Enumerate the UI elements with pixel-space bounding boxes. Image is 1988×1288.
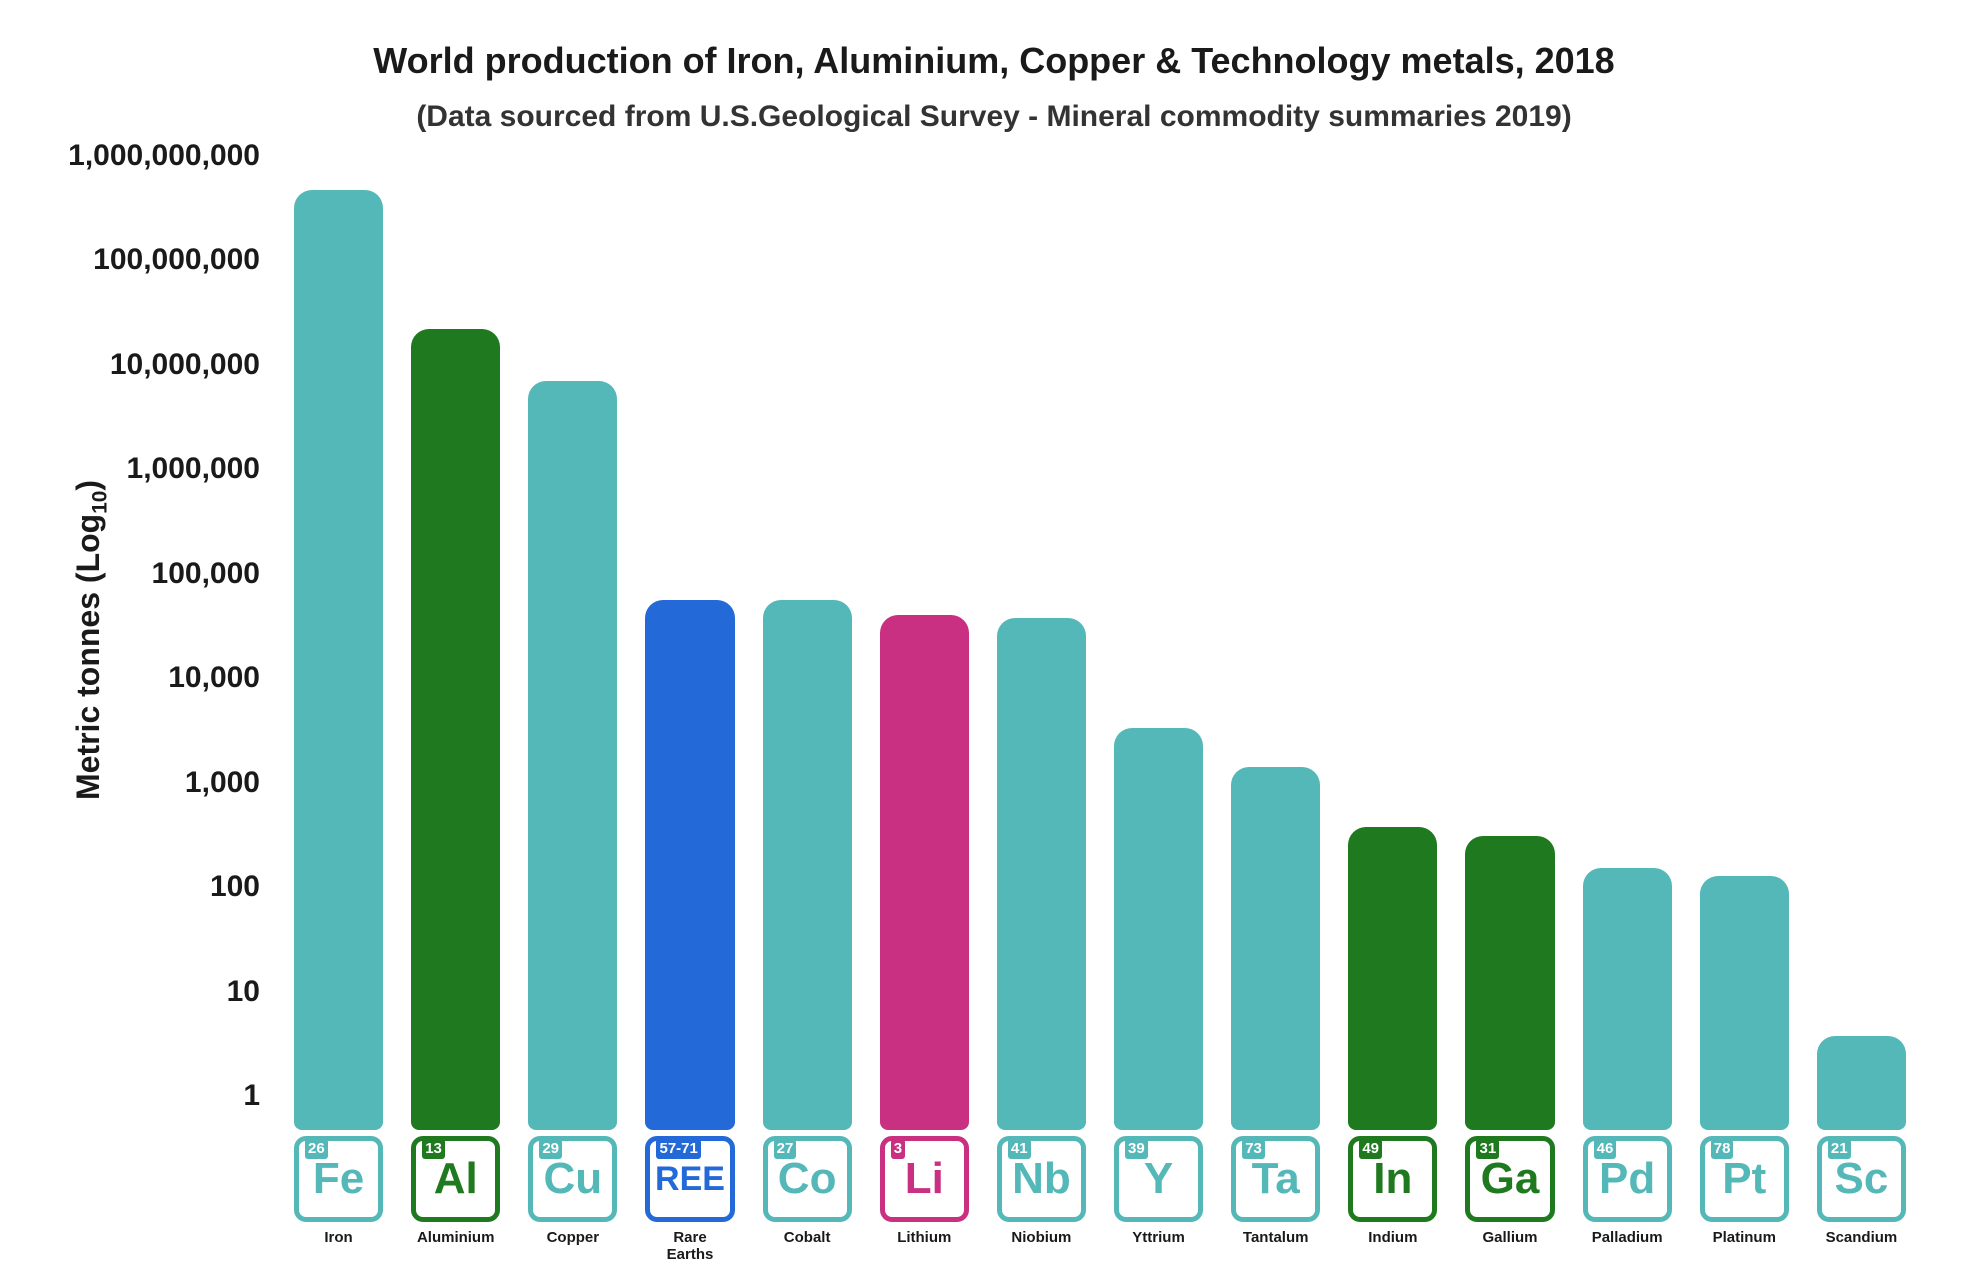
y-tick-label: 1,000 <box>185 766 260 800</box>
element-name: Iron <box>299 1229 378 1246</box>
bar-li <box>880 615 969 1130</box>
element-tile-y: 39YYttrium <box>1114 1136 1203 1222</box>
element-name: Niobium <box>1002 1229 1081 1246</box>
y-tick-label: 10 <box>227 975 260 1009</box>
element-tile-cu: 29CuCopper <box>528 1136 617 1222</box>
element-symbol: Sc <box>1822 1141 1901 1217</box>
element-name: Lithium <box>885 1229 964 1246</box>
plot-area: 1101001,00010,000100,0001,000,00010,000,… <box>280 190 1920 1130</box>
chart-subtitle: (Data sourced from U.S.Geological Survey… <box>0 100 1988 134</box>
chart-container: World production of Iron, Aluminium, Cop… <box>0 0 1988 1288</box>
y-tick-label: 10,000 <box>168 661 260 695</box>
element-tile-ree: 57-71REERare Earths <box>645 1136 734 1222</box>
element-symbol: Fe <box>299 1141 378 1217</box>
element-name: Indium <box>1353 1229 1432 1246</box>
bar-fe <box>294 190 383 1130</box>
y-axis-label: Metric tonnes (Log10) <box>70 480 112 800</box>
bar-pd <box>1583 868 1672 1130</box>
element-tile-nb: 41NbNiobium <box>997 1136 1086 1222</box>
x-axis-tiles: 26FeIron 13AlAluminium 29CuCopper 57-71REER… <box>280 1136 1920 1256</box>
element-name: Aluminium <box>416 1229 495 1246</box>
element-name: Scandium <box>1822 1229 1901 1246</box>
element-name: Palladium <box>1588 1229 1667 1246</box>
element-tile-fe: 26FeIron <box>294 1136 383 1222</box>
bar-in <box>1348 827 1437 1130</box>
element-symbol: In <box>1353 1141 1432 1217</box>
element-name: Gallium <box>1470 1229 1549 1246</box>
element-symbol: Nb <box>1002 1141 1081 1217</box>
bar-ga <box>1465 836 1554 1130</box>
bar-pt <box>1700 876 1789 1130</box>
bar-y <box>1114 728 1203 1130</box>
element-tile-li: 3LiLithium <box>880 1136 969 1222</box>
chart-titles: World production of Iron, Aluminium, Cop… <box>0 0 1988 134</box>
y-tick-label: 1,000,000 <box>127 452 260 486</box>
element-symbol: Pt <box>1705 1141 1784 1217</box>
element-symbol: Co <box>768 1141 847 1217</box>
element-symbol: Ga <box>1470 1141 1549 1217</box>
y-tick-label: 1,000,000,000 <box>68 139 260 173</box>
element-tile-pd: 46PdPalladium <box>1583 1136 1672 1222</box>
bar-co <box>763 600 852 1130</box>
element-symbol: Pd <box>1588 1141 1667 1217</box>
chart-title: World production of Iron, Aluminium, Cop… <box>0 40 1988 82</box>
bar-ree <box>645 600 734 1130</box>
bar-cu <box>528 381 617 1131</box>
bars-layer <box>280 190 1920 1130</box>
bar-sc <box>1817 1036 1906 1130</box>
element-symbol: Ta <box>1236 1141 1315 1217</box>
y-tick-label: 100 <box>210 870 260 904</box>
element-tile-ga: 31GaGallium <box>1465 1136 1554 1222</box>
element-symbol: Cu <box>533 1141 612 1217</box>
y-tick-label: 1 <box>243 1079 260 1113</box>
element-symbol: REE <box>650 1141 729 1217</box>
element-tile-in: 49InIndium <box>1348 1136 1437 1222</box>
element-name: Yttrium <box>1119 1229 1198 1246</box>
bar-ta <box>1231 767 1320 1130</box>
bar-nb <box>997 618 1086 1130</box>
element-tile-pt: 78PtPlatinum <box>1700 1136 1789 1222</box>
element-symbol: Y <box>1119 1141 1198 1217</box>
y-tick-label: 100,000 <box>152 557 260 591</box>
element-name: Rare Earths <box>650 1229 729 1263</box>
bar-al <box>411 329 500 1130</box>
element-tile-co: 27CoCobalt <box>763 1136 852 1222</box>
y-tick-label: 100,000,000 <box>93 243 260 277</box>
y-tick-label: 10,000,000 <box>110 348 260 382</box>
element-tile-al: 13AlAluminium <box>411 1136 500 1222</box>
element-name: Copper <box>533 1229 612 1246</box>
element-name: Cobalt <box>768 1229 847 1246</box>
element-tile-sc: 21ScScandium <box>1817 1136 1906 1222</box>
element-name: Platinum <box>1705 1229 1784 1246</box>
element-symbol: Li <box>885 1141 964 1217</box>
element-name: Tantalum <box>1236 1229 1315 1246</box>
element-tile-ta: 73TaTantalum <box>1231 1136 1320 1222</box>
element-symbol: Al <box>416 1141 495 1217</box>
